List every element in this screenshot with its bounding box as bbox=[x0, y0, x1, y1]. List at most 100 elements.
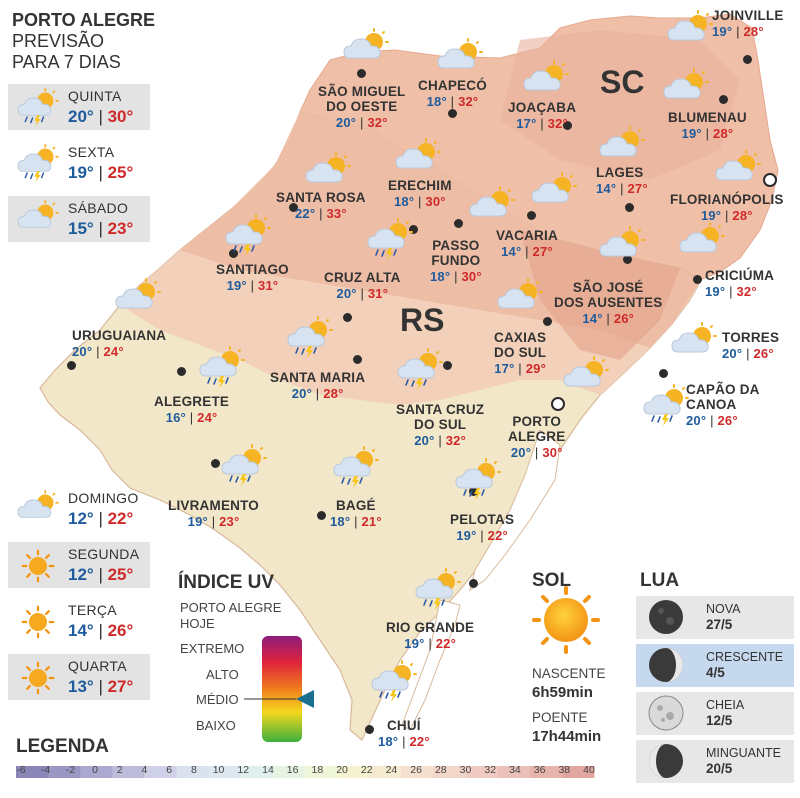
city-max: 32° bbox=[367, 115, 388, 130]
city-temps: 19° | 28° bbox=[712, 24, 764, 39]
partly-cloudy-icon bbox=[520, 60, 572, 104]
forecast-min: 15° bbox=[68, 219, 94, 238]
city-max: 21° bbox=[361, 514, 382, 529]
forecast-min: 14° bbox=[68, 621, 94, 640]
city-name: BLUMENAU bbox=[668, 110, 747, 125]
moon-phase-name: CHEIA bbox=[706, 698, 745, 712]
city-name: CRUZ ALTA bbox=[324, 270, 401, 285]
city-name: ERECHIM bbox=[388, 178, 452, 193]
legend-tick-label: 26 bbox=[410, 764, 422, 776]
city-max: 31° bbox=[258, 278, 279, 293]
city-temps: 20° | 24° bbox=[72, 344, 124, 359]
city-label: PASSO FUNDO 18° | 30° bbox=[430, 238, 482, 284]
forecast-min: 19° bbox=[68, 163, 94, 182]
city-temps: 14° | 26° bbox=[582, 311, 635, 326]
city-min: 20° bbox=[414, 433, 435, 448]
city-label: PELOTAS 19° | 22° bbox=[450, 512, 514, 543]
city-min: 20° bbox=[291, 386, 312, 401]
city-temps: 18° | 30° bbox=[393, 194, 446, 209]
city-name: PELOTAS bbox=[450, 512, 515, 527]
city-marker bbox=[317, 511, 326, 520]
partly-cloudy-icon bbox=[528, 172, 580, 216]
city-name: RIO GRANDE bbox=[386, 620, 475, 635]
city-max: 24° bbox=[197, 410, 218, 425]
legend-color-swatch bbox=[529, 766, 563, 778]
state-label-rs: RS bbox=[400, 302, 445, 338]
city-marker bbox=[763, 173, 777, 187]
city-marker bbox=[563, 121, 572, 130]
legend-tick-label: -2 bbox=[65, 764, 76, 776]
city-max: 32° bbox=[547, 116, 568, 131]
city-label: BLUMENAU 19° | 28° bbox=[668, 110, 747, 141]
city-label: RIO GRANDE 19° | 22° bbox=[386, 620, 474, 651]
city-min: 17° bbox=[494, 361, 515, 376]
moon-phase-date: 4/5 bbox=[706, 665, 725, 680]
legend-color-swatch bbox=[305, 766, 338, 778]
forecast-day-row: SEXTA 19° | 25° bbox=[8, 140, 150, 186]
city-min: 20° bbox=[335, 115, 357, 130]
city-marker bbox=[289, 203, 298, 212]
city-name: SANTIAGO bbox=[216, 262, 289, 277]
moon-phase-row: CRESCENTE 4/5 bbox=[636, 644, 794, 687]
city-label: LIVRAMENTO 19° | 23° bbox=[168, 498, 259, 529]
city-max: 26° bbox=[613, 311, 635, 326]
city-marker bbox=[693, 275, 702, 284]
city-temps: 16° | 24° bbox=[165, 410, 218, 425]
city-label: SÃO JOSÉ DOS AUSENTES 14° | 26° bbox=[554, 280, 662, 326]
city-name: ALEGRETE bbox=[154, 394, 230, 409]
forecast-min: 13° bbox=[68, 677, 94, 696]
city-name: SANTA CRUZ DO SUL bbox=[396, 402, 485, 432]
city-label: BAGÉ 18° | 21° bbox=[330, 498, 382, 529]
storm-icon bbox=[394, 348, 446, 392]
city-temps: 20° | 30° bbox=[510, 445, 563, 460]
forecast-max: 22° bbox=[107, 509, 134, 528]
city-label: ALEGRETE 16° | 24° bbox=[154, 394, 229, 425]
city-name: PORTO ALEGRE bbox=[508, 414, 566, 444]
legend-color-swatch bbox=[561, 766, 595, 778]
storm-icon bbox=[222, 214, 274, 258]
city-name: VACARIA bbox=[496, 228, 558, 243]
uv-subtitle-day: HOJE bbox=[180, 616, 215, 631]
sun-icon bbox=[14, 602, 62, 642]
city-marker bbox=[343, 313, 352, 322]
partly-cloudy-icon bbox=[302, 152, 354, 196]
sun-title: SOL bbox=[532, 570, 572, 591]
city-label: JOAÇABA 17° | 32° bbox=[508, 100, 576, 131]
legend-tick-label: 2 bbox=[116, 764, 123, 776]
moon-phase-text: MINGUANTE 20/5 bbox=[706, 746, 781, 776]
moon-phase-icon bbox=[648, 647, 684, 683]
city-max: 28° bbox=[713, 126, 734, 141]
city-label: ERECHIM 18° | 30° bbox=[388, 178, 452, 209]
city-min: 19° bbox=[712, 24, 733, 39]
city-temps: 19° | 22° bbox=[404, 636, 456, 651]
legend-tick-label: 18 bbox=[311, 764, 324, 776]
city-max: 29° bbox=[525, 361, 546, 376]
storm-icon bbox=[452, 458, 504, 502]
legend-color-scale bbox=[16, 766, 595, 778]
moon-phase-name: NOVA bbox=[706, 602, 741, 616]
storm-icon bbox=[330, 446, 382, 490]
forecast-day-name: SEGUNDA bbox=[68, 546, 140, 562]
title-line3: PARA 7 DIAS bbox=[12, 52, 121, 72]
legend-tick-label: 0 bbox=[92, 764, 98, 776]
sunrise-time: 6h59min bbox=[532, 684, 593, 701]
city-marker bbox=[719, 95, 728, 104]
city-name: SANTA ROSA bbox=[276, 190, 366, 205]
moon-title: LUA bbox=[640, 570, 680, 591]
legend-tick-label: 12 bbox=[237, 764, 250, 776]
legend-color-swatch bbox=[272, 766, 306, 778]
legend-color-swatch bbox=[48, 766, 81, 778]
legend-tick-label: 22 bbox=[360, 764, 373, 776]
moon-phase-date: 20/5 bbox=[706, 761, 733, 776]
forecast-day-row: SÁBADO 15° | 23° bbox=[8, 196, 150, 242]
city-label: FLORIANÓPOLIS 19° | 28° bbox=[670, 192, 784, 223]
city-label: CHAPECÓ 18° | 32° bbox=[418, 78, 487, 109]
forecast-day-name: QUARTA bbox=[68, 658, 127, 674]
city-max: 24° bbox=[103, 344, 124, 359]
forecast-temps: 20° | 30° bbox=[68, 107, 134, 126]
legend-color-swatch bbox=[337, 766, 370, 778]
city-marker bbox=[543, 317, 552, 326]
city-marker bbox=[409, 225, 418, 234]
forecast-day-row: SEGUNDA 12° | 25° bbox=[8, 542, 150, 588]
